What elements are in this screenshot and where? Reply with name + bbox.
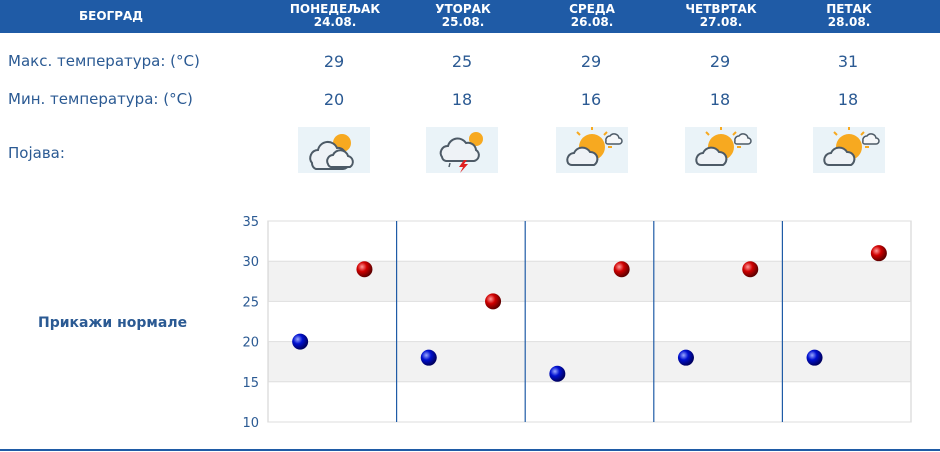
y-tick-label: 35: [242, 215, 259, 230]
day-header-4: ЧЕТВРТАК 27.08.: [656, 3, 786, 29]
min-temp-value: 16: [580, 90, 602, 109]
min-temp-value: 18: [709, 90, 731, 109]
day-date: 26.08.: [570, 15, 614, 29]
max-temp-value: 31: [837, 52, 859, 71]
chart-band: [268, 341, 911, 382]
day-header-5: ПЕТАК 28.08.: [784, 3, 914, 29]
max-temp-value: 29: [580, 52, 602, 71]
partly-cloudy-icon: [298, 127, 370, 173]
chart-band: [268, 221, 911, 262]
min-temp-label: Мин. температура: (°C): [8, 90, 193, 108]
max-temp-value: 25: [451, 52, 473, 71]
min-temp-value: 18: [837, 90, 859, 109]
show-normals-link[interactable]: Прикажи нормале: [38, 315, 188, 331]
y-tick-label: 30: [242, 255, 259, 270]
day-name: ПОНЕДЕЉАК: [289, 2, 381, 16]
max-temp-point: [485, 293, 502, 310]
min-temp-point: [806, 349, 823, 366]
min-temp-point: [677, 349, 694, 366]
mostly-sunny-icon: [685, 127, 757, 173]
day-header-3: СРЕДА 26.08.: [527, 3, 657, 29]
day-name: УТОРАК: [435, 2, 491, 16]
max-temp-label: Макс. температура: (°C): [8, 52, 200, 70]
day-date: 27.08.: [699, 15, 743, 29]
mostly-sunny-icon: [813, 127, 885, 173]
chart-band: [268, 261, 911, 302]
mostly-sunny-icon: [556, 127, 628, 173]
max-temp-value: 29: [709, 52, 731, 71]
min-temp-point: [549, 365, 566, 382]
min-temp-value: 20: [323, 90, 345, 109]
thunderstorm-icon: [426, 127, 498, 173]
min-temp-point: [420, 349, 437, 366]
y-tick-label: 20: [242, 336, 259, 351]
day-header-1: ПОНЕДЕЉАК 24.08.: [270, 3, 400, 29]
chart-band: [268, 381, 911, 422]
max-temp-point: [613, 261, 630, 278]
min-temp-point: [292, 333, 309, 350]
max-temp-value: 29: [323, 52, 345, 71]
max-temp-point: [870, 245, 887, 262]
day-name: ПЕТАК: [826, 2, 872, 16]
day-name: СРЕДА: [569, 2, 615, 16]
day-name: ЧЕТВРТАК: [685, 2, 757, 16]
min-temp-value: 18: [451, 90, 473, 109]
city-name: БЕОГРАД: [79, 9, 143, 23]
day-date: 24.08.: [313, 15, 357, 29]
forecast-header: БЕОГРАД ПОНЕДЕЉАК 24.08. УТОРАК 25.08. С…: [0, 0, 940, 33]
chart-band: [268, 301, 911, 342]
max-temp-point: [356, 261, 373, 278]
day-date: 25.08.: [441, 15, 485, 29]
bottom-divider: [0, 449, 940, 451]
weather-label: Појава:: [8, 144, 65, 162]
max-temp-point: [742, 261, 759, 278]
day-date: 28.08.: [827, 15, 871, 29]
y-tick-label: 25: [242, 295, 259, 310]
y-tick-label: 10: [242, 416, 259, 431]
day-header-2: УТОРАК 25.08.: [398, 3, 528, 29]
y-tick-label: 15: [242, 376, 259, 391]
